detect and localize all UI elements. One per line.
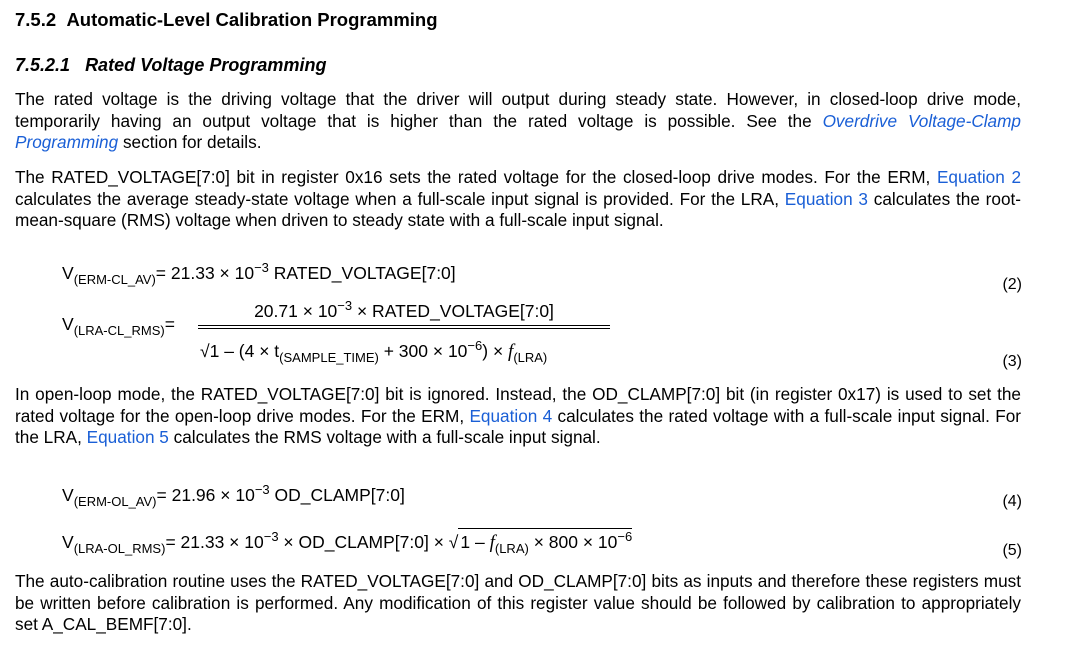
subsection-number: 7.5.2.1 <box>15 55 71 75</box>
equation-5: V(LRA-OL_RMS)= 21.33 × 10−3 × OD_CLAMP[7… <box>62 528 633 556</box>
subsection-title: Rated Voltage Programming <box>85 55 327 75</box>
equation-2-number: (2) <box>1002 276 1022 293</box>
equation-4: V(ERM-OL_AV)= 21.96 × 10−3 OD_CLAMP[7:0] <box>62 482 405 509</box>
link-equation-3[interactable]: Equation 3 <box>784 188 868 209</box>
link-equation-5[interactable]: Equation 5 <box>86 427 169 448</box>
equation-2: V(ERM-CL_AV)= 21.33 × 10−3 RATED_VOLTAGE… <box>62 260 456 287</box>
fraction-bar <box>198 325 610 326</box>
section-title: Automatic-Level Calibration Programming <box>66 9 438 30</box>
paragraph-open-loop: In open-loop mode, the RATED_VOLTAGE[7:0… <box>15 384 1021 448</box>
equation-4-number: (4) <box>1002 493 1022 510</box>
link-overdrive-voltage-clamp[interactable]: Overdrive Voltage-Clamp Programming <box>15 110 1021 153</box>
equation-3-denominator: √1 – (4 × t(SAMPLE_TIME) + 300 × 10−6) ×… <box>200 338 548 365</box>
link-equation-2[interactable]: Equation 2 <box>936 167 1022 187</box>
equation-3-numerator: 20.71 × 10−3 × RATED_VOLTAGE[7:0] <box>254 298 554 321</box>
paragraph-auto-calibration: The auto-calibration routine uses the RA… <box>15 571 1021 635</box>
equation-3-lhs: V(LRA-CL_RMS)= <box>62 314 175 338</box>
paragraph-rated-voltage: The rated voltage is the driving voltage… <box>15 89 1021 153</box>
equation-3-number: (3) <box>1002 353 1022 370</box>
paragraph-closed-loop: The RATED_VOLTAGE[7:0] bit in register 0… <box>15 167 1022 231</box>
sqrt-overline <box>198 328 610 329</box>
section-number: 7.5.2 <box>15 9 57 30</box>
section-heading: 7.5.2 Automatic-Level Calibration Progra… <box>15 9 438 31</box>
link-equation-4[interactable]: Equation 4 <box>469 405 553 426</box>
subsection-heading: 7.5.2.1 Rated Voltage Programming <box>15 55 326 76</box>
equation-5-number: (5) <box>1002 542 1022 559</box>
